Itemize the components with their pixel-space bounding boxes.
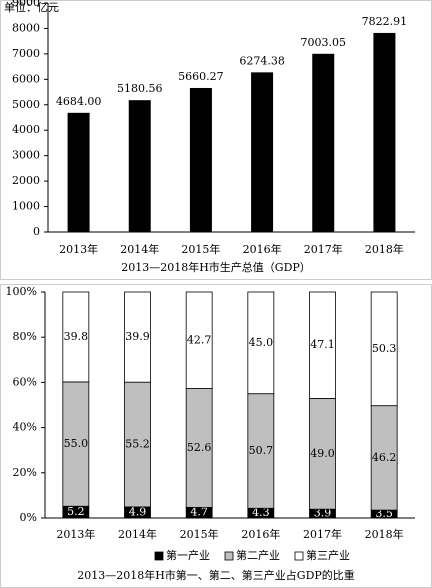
legend-label: 第一产业: [166, 548, 210, 562]
x-tick-label: 2017年: [304, 242, 343, 256]
legend-swatch: [154, 551, 164, 561]
y-tick-label: 20%: [13, 466, 37, 479]
value-label: 4684.00: [56, 95, 102, 108]
y-tick-label: 3000: [12, 149, 40, 162]
bar-segment: [309, 291, 336, 399]
bar: [373, 32, 396, 232]
legend-swatch: [294, 551, 304, 561]
bar-segment: [62, 291, 90, 383]
value-label: 5660.27: [178, 70, 224, 83]
x-tick-label: 2018年: [365, 242, 404, 256]
x-tick-label: 2018年: [365, 527, 404, 541]
chart-title: 2013—2018年H市生产总值（GDP）: [121, 260, 311, 274]
y-tick-label: 9000: [12, 0, 40, 9]
y-tick-label: 5000: [12, 98, 40, 111]
x-tick-label: 2016年: [243, 242, 282, 256]
value-label: 47.1: [310, 338, 335, 351]
y-tick-label: 1000: [12, 200, 40, 213]
y-tick-label: 4000: [12, 123, 40, 136]
value-label: 5.2: [67, 505, 85, 518]
value-label: 39.8: [64, 330, 89, 343]
value-label: 50.3: [372, 342, 397, 355]
y-tick-label: 0: [33, 225, 40, 238]
x-tick-label: 2016年: [241, 527, 280, 541]
bar: [189, 87, 212, 233]
bar: [128, 100, 151, 232]
value-label: 7822.91: [362, 15, 408, 28]
y-tick-label: 80%: [13, 330, 37, 343]
bar-segment: [370, 405, 398, 511]
x-tick-label: 2014年: [120, 242, 159, 256]
value-label: 46.2: [372, 451, 397, 464]
bar-segment: [247, 291, 275, 395]
value-label: 3.9: [314, 507, 332, 520]
bar-segment: [62, 381, 90, 507]
x-tick-label: 2015年: [181, 242, 220, 256]
value-label: 7003.05: [301, 36, 347, 49]
x-tick-label: 2017年: [303, 527, 342, 541]
value-label: 50.7: [249, 444, 274, 457]
bar-segment: [309, 398, 336, 510]
x-tick-label: 2014年: [118, 527, 157, 541]
y-tick-label: 8000: [12, 21, 40, 34]
value-label: 55.0: [64, 437, 89, 450]
frame: [0, 0, 432, 280]
legend-label: 第二产业: [236, 548, 280, 562]
x-tick-label: 2013年: [59, 242, 98, 256]
bar-segment: [247, 393, 275, 509]
y-tick-label: 60%: [13, 375, 37, 388]
bar-segment: [185, 291, 213, 389]
y-tick-label: 2000: [12, 174, 40, 187]
chart-title: 2013—2018年H市第一、第二、第三产业占GDP的比重: [77, 568, 355, 582]
bar: [251, 72, 274, 232]
value-label: 52.6: [187, 441, 212, 454]
value-label: 6274.38: [239, 54, 285, 67]
bar-segment: [124, 291, 151, 383]
x-tick-label: 2013年: [56, 527, 95, 541]
bar-segment: [370, 291, 398, 407]
y-tick-label: 40%: [13, 421, 37, 434]
x-tick-label: 2015年: [180, 527, 219, 541]
legend-label: 第三产业: [306, 548, 350, 562]
bar: [67, 112, 90, 232]
y-tick-label: 0%: [20, 511, 37, 524]
y-tick-label: 100%: [6, 285, 37, 298]
value-label: 4.9: [129, 505, 147, 518]
value-label: 4.7: [190, 506, 208, 519]
value-label: 55.2: [125, 438, 150, 451]
y-tick-label: 6000: [12, 72, 40, 85]
bar: [312, 53, 335, 233]
legend-swatch: [224, 551, 234, 561]
value-label: 42.7: [187, 333, 212, 346]
value-label: 5180.56: [117, 82, 163, 95]
y-tick-label: 7000: [12, 47, 40, 60]
value-label: 4.3: [252, 506, 270, 519]
value-label: 49.0: [310, 447, 335, 460]
value-label: 45.0: [249, 336, 274, 349]
value-label: 39.9: [125, 330, 150, 343]
bar-segment: [185, 388, 213, 508]
